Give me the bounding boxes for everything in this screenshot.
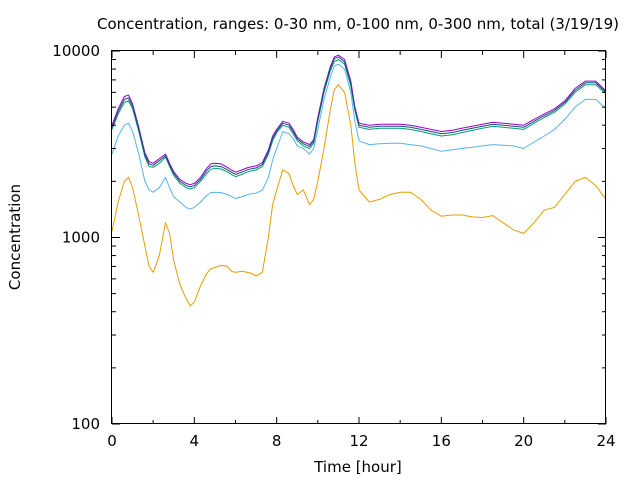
y-tick-label: 100	[71, 415, 100, 433]
x-tick-label: 4	[190, 432, 200, 450]
series-line-5	[111, 56, 607, 188]
series-line-3	[111, 59, 607, 190]
x-tick-label: 20	[514, 432, 533, 450]
chart-title: Concentration, ranges: 0-30 nm, 0-100 nm…	[97, 15, 619, 33]
x-axis-label: Time [hour]	[313, 458, 402, 476]
series-line-4	[111, 54, 607, 186]
x-tick-label: 16	[432, 432, 451, 450]
x-axis: 0 4 8 12 16 20 24	[107, 51, 616, 450]
x-tick-label: 0	[107, 432, 117, 450]
series-layer	[111, 54, 607, 307]
x-tick-label: 12	[349, 432, 368, 450]
y-axis: 100 1000 10000	[52, 42, 606, 433]
y-axis-label: Concentration	[6, 184, 24, 290]
x-tick-label: 8	[272, 432, 282, 450]
plot-frame	[111, 50, 606, 424]
y-tick-label: 1000	[62, 229, 100, 247]
series-line-1	[111, 84, 607, 307]
x-tick-label: 24	[596, 432, 615, 450]
y-tick-label: 10000	[52, 42, 100, 60]
series-line-2	[111, 63, 607, 210]
